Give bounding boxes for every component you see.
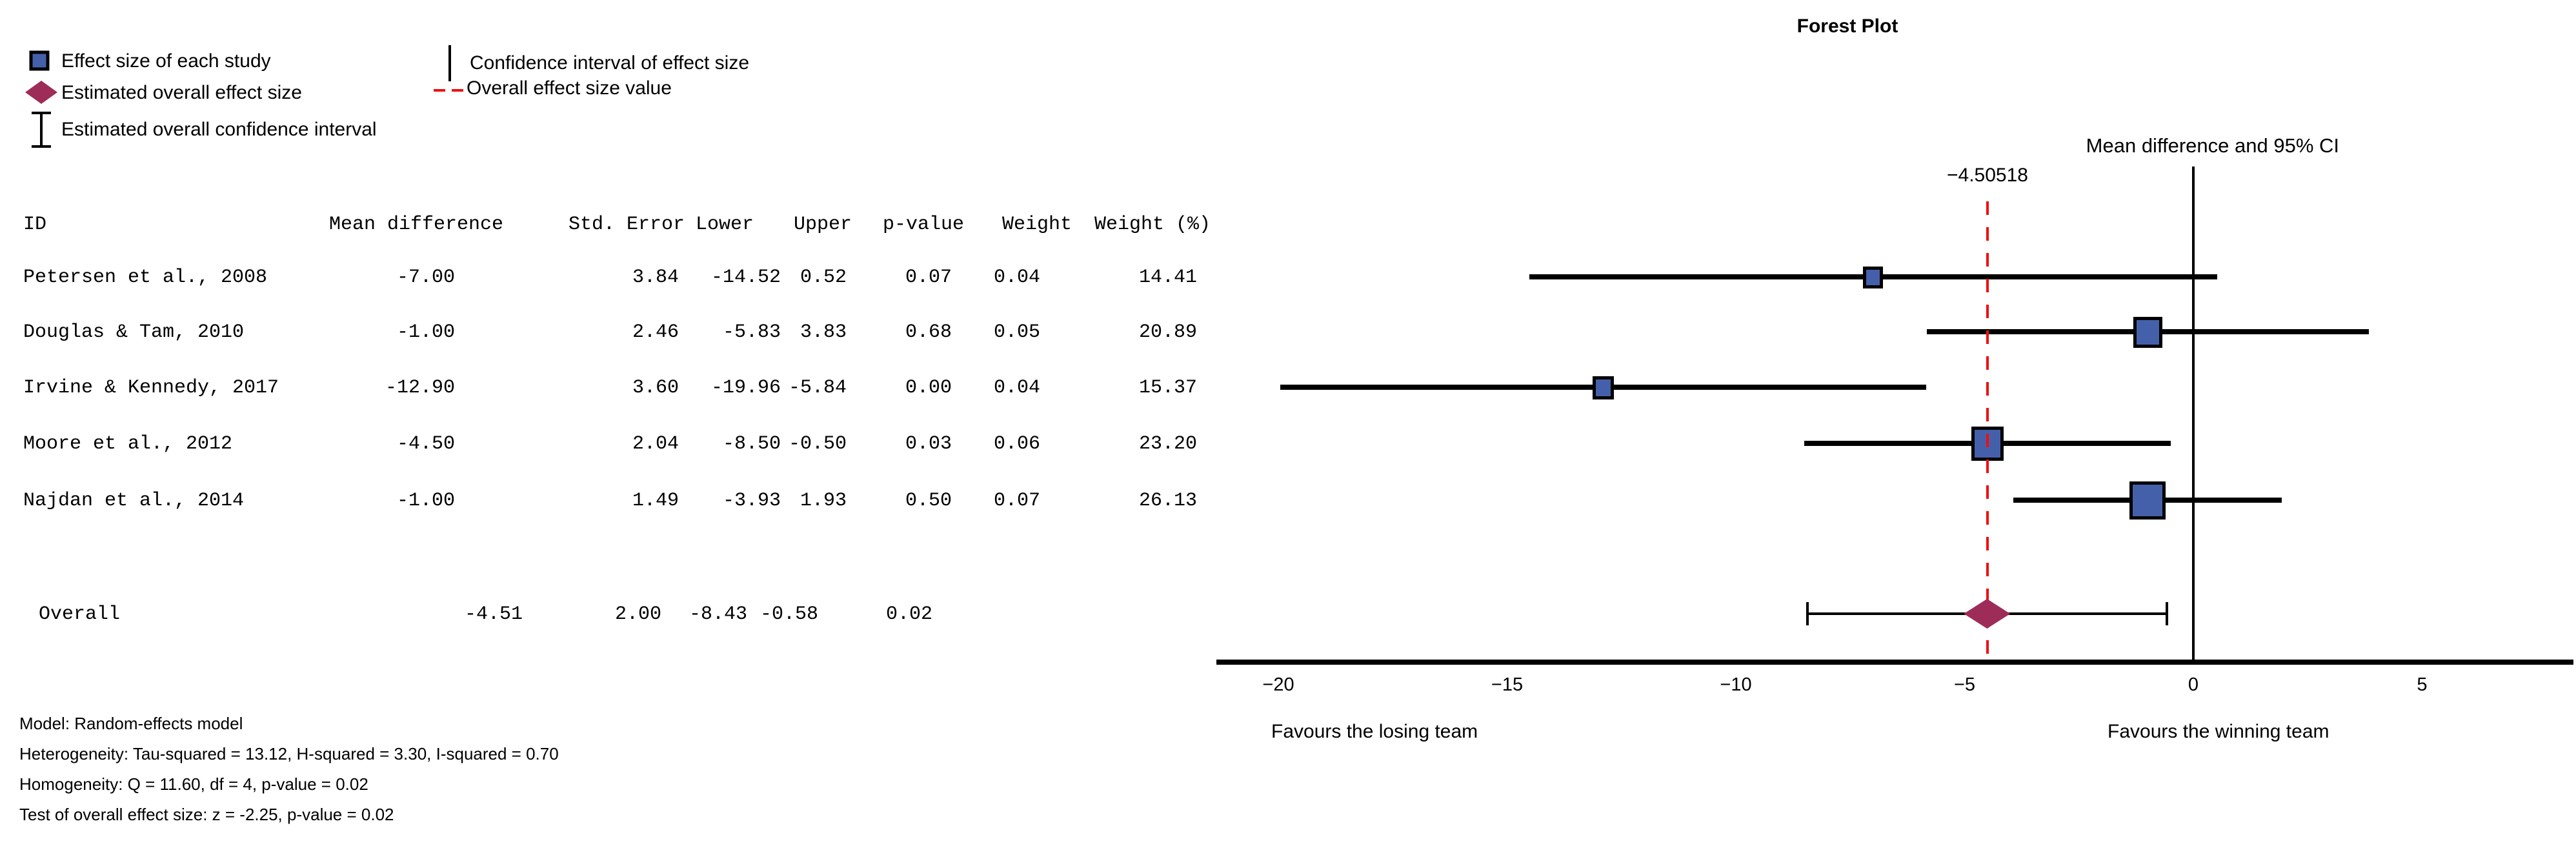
footnote-model: Model: Random-effects model xyxy=(19,714,243,733)
study-effect-square xyxy=(2133,316,2162,348)
overall-diamond-icon xyxy=(25,80,58,105)
table-header-cell: p-value xyxy=(883,214,965,236)
table-cell-weight_pct: 15.37 xyxy=(1138,377,1197,399)
table-cell-upper: -5.84 xyxy=(788,377,847,399)
legend-label-effect-size: Effect size of each study xyxy=(61,50,271,72)
table-cell-study-id: Najdan et al., 2014 xyxy=(23,490,245,512)
table-cell-overall-mean: -4.51 xyxy=(464,603,523,625)
footnote-overall-test: Test of overall effect size: z = -2.25, … xyxy=(19,805,394,824)
legend-label-overall-effect: Estimated overall effect size xyxy=(61,82,302,103)
favours-left-label: Favours the losing team xyxy=(1271,721,1478,742)
x-tick-label: 0 xyxy=(2188,674,2199,695)
x-tick-label: −5 xyxy=(1953,674,1976,695)
overall-ci-cap-right xyxy=(2165,602,2168,625)
table-cell-weight_pct: 20.89 xyxy=(1138,321,1197,343)
study-effect-square xyxy=(1863,266,1884,288)
table-cell-overall-id: Overall xyxy=(39,603,121,625)
footnote-homogeneity: Homogeneity: Q = 11.60, df = 4, p-value … xyxy=(19,774,368,794)
table-header-cell: ID xyxy=(23,214,47,236)
table-header-cell: Weight (%) xyxy=(1094,214,1211,236)
table-cell-study-id: Irvine & Kennedy, 2017 xyxy=(23,377,279,399)
table-cell-se: 2.46 xyxy=(632,321,679,343)
table-header-cell: Mean difference xyxy=(329,214,504,236)
table-cell-weight: 0.07 xyxy=(993,490,1040,512)
table-cell-overall-lower: -8.43 xyxy=(689,603,747,625)
overall-effect-dashed-line xyxy=(1986,201,1989,660)
x-tick-label: −15 xyxy=(1491,674,1524,695)
table-cell-mean: -12.90 xyxy=(385,377,455,399)
plot-column-header: Mean difference and 95% CI xyxy=(2086,134,2339,157)
table-cell-overall-p: 0.02 xyxy=(885,603,932,625)
table-cell-weight: 0.04 xyxy=(993,267,1040,288)
table-cell-mean: -1.00 xyxy=(396,490,455,512)
table-cell-se: 3.84 xyxy=(632,267,679,288)
overall-effect-diamond xyxy=(1964,599,2011,629)
table-cell-p: 0.03 xyxy=(905,433,952,455)
table-cell-se: 1.49 xyxy=(632,490,679,512)
table-cell-mean: -7.00 xyxy=(396,267,455,288)
table-cell-upper: 3.83 xyxy=(800,321,847,343)
table-cell-study-id: Moore et al., 2012 xyxy=(23,433,233,455)
effect-square-icon xyxy=(28,50,50,72)
footnote-heterogeneity: Heterogeneity: Tau-squared = 13.12, H-sq… xyxy=(19,744,559,763)
table-cell-mean: -1.00 xyxy=(396,321,455,343)
study-effect-square xyxy=(2129,481,2166,520)
table-cell-study-id: Douglas & Tam, 2010 xyxy=(23,321,245,343)
table-header-cell: Upper xyxy=(794,214,852,236)
table-cell-study-id: Petersen et al., 2008 xyxy=(23,267,268,288)
overall-ci-ibeam-icon xyxy=(30,110,53,149)
table-cell-p: 0.00 xyxy=(905,377,952,399)
favours-right-label: Favours the winning team xyxy=(2108,721,2329,742)
table-header-cell: Std. Error xyxy=(569,214,685,236)
study-effect-square xyxy=(1592,376,1614,399)
x-tick-label: −10 xyxy=(1720,674,1752,695)
table-cell-lower: -19.96 xyxy=(710,377,781,399)
table-cell-upper: -0.50 xyxy=(788,433,847,455)
overall-effect-value-label: −4.50518 xyxy=(1947,165,2028,186)
table-cell-weight: 0.04 xyxy=(993,377,1040,399)
x-tick-label: 5 xyxy=(2417,674,2428,695)
ci-vline-icon xyxy=(447,45,452,81)
table-header-cell: Weight xyxy=(1002,214,1072,236)
table-cell-upper: 1.93 xyxy=(800,490,847,512)
table-cell-lower: -8.50 xyxy=(722,433,781,455)
table-cell-lower: -5.83 xyxy=(722,321,781,343)
overall-dash-icon xyxy=(434,85,465,92)
table-header-cell: Lower xyxy=(696,214,754,236)
table-cell-se: 2.04 xyxy=(632,433,679,455)
table-cell-p: 0.68 xyxy=(905,321,952,343)
table-cell-lower: -3.93 xyxy=(722,490,781,512)
table-cell-weight_pct: 14.41 xyxy=(1138,267,1197,288)
table-cell-weight_pct: 23.20 xyxy=(1138,433,1197,455)
table-cell-p: 0.07 xyxy=(905,267,952,288)
table-cell-se: 3.60 xyxy=(632,377,679,399)
table-cell-overall-se: 2.00 xyxy=(614,603,661,625)
table-cell-p: 0.50 xyxy=(905,490,952,512)
overall-ci-cap-left xyxy=(1806,602,1809,625)
zero-line xyxy=(2192,167,2195,660)
table-cell-mean: -4.50 xyxy=(396,433,455,455)
legend-label-overall-value: Overall effect size value xyxy=(467,77,672,99)
legend-label-ci: Confidence interval of effect size xyxy=(470,52,750,74)
table-cell-lower: -14.52 xyxy=(710,267,781,288)
x-axis-line xyxy=(1216,660,2573,665)
table-cell-weight_pct: 26.13 xyxy=(1138,490,1197,512)
page-title: Forest Plot xyxy=(1796,15,1898,37)
x-tick-label: −20 xyxy=(1262,674,1294,695)
legend-label-overall-ci: Estimated overall confidence interval xyxy=(61,119,377,140)
table-cell-weight: 0.06 xyxy=(993,433,1040,455)
table-cell-upper: 0.52 xyxy=(800,267,847,288)
table-cell-weight: 0.05 xyxy=(993,321,1040,343)
table-cell-overall-upper: -0.58 xyxy=(760,603,818,625)
